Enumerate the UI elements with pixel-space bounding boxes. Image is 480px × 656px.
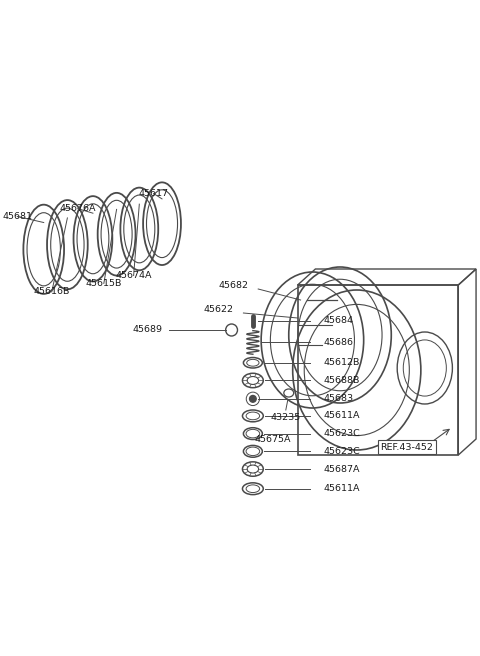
Text: 45686: 45686 bbox=[324, 338, 354, 347]
Text: 45688B: 45688B bbox=[324, 376, 360, 385]
Text: 45622: 45622 bbox=[204, 306, 234, 314]
Text: 45617: 45617 bbox=[139, 189, 168, 198]
Text: 45611A: 45611A bbox=[324, 411, 360, 420]
Text: 45611A: 45611A bbox=[324, 484, 360, 493]
Text: 45623C: 45623C bbox=[324, 429, 360, 438]
Text: 45689: 45689 bbox=[132, 325, 163, 335]
Text: 45674A: 45674A bbox=[115, 271, 152, 280]
Text: 45615B: 45615B bbox=[85, 279, 122, 288]
Text: 43235: 43235 bbox=[271, 413, 301, 422]
Text: 45683: 45683 bbox=[324, 394, 354, 403]
Text: 45675A: 45675A bbox=[255, 436, 291, 445]
Text: 45623C: 45623C bbox=[324, 447, 360, 456]
Circle shape bbox=[250, 396, 256, 402]
Text: 45676A: 45676A bbox=[60, 204, 96, 213]
Text: 45612B: 45612B bbox=[324, 358, 360, 367]
Text: 45687A: 45687A bbox=[324, 464, 360, 474]
Text: 45682: 45682 bbox=[218, 281, 249, 289]
Text: REF.43-452: REF.43-452 bbox=[381, 443, 433, 451]
Text: 45684: 45684 bbox=[324, 316, 354, 325]
Text: 45681: 45681 bbox=[2, 212, 32, 221]
Text: 45616B: 45616B bbox=[34, 287, 70, 297]
